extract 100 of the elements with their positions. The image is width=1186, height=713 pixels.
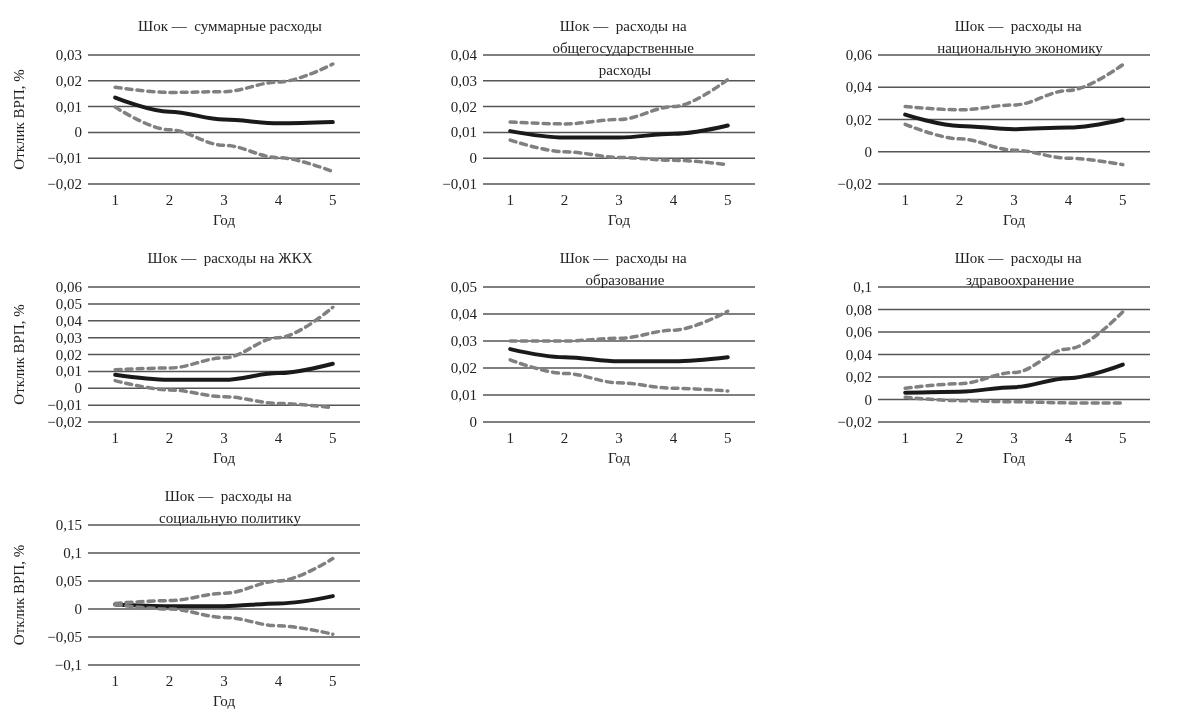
x-axis-title: Год xyxy=(1002,211,1026,228)
line-series xyxy=(113,594,335,609)
line-series xyxy=(903,112,1125,132)
y-tick-label: 0,04 xyxy=(450,47,478,63)
x-tick-label: 5 xyxy=(724,191,732,208)
y-tick-label: 0,02 xyxy=(845,111,872,128)
x-tick-label: 3 xyxy=(1010,429,1018,446)
y-tick-label: −0,05 xyxy=(47,629,82,645)
x-tick-label: 2 xyxy=(165,672,174,689)
y-tick-label: 0 xyxy=(469,150,477,167)
x-tick-label: 3 xyxy=(220,672,228,689)
x-axis-title: Год xyxy=(212,211,236,228)
y-tick-label: −0,01 xyxy=(442,176,477,192)
x-tick-label: 5 xyxy=(1119,191,1127,208)
x-tick-label: 2 xyxy=(955,429,964,446)
y-tick-label: 0,03 xyxy=(55,329,82,346)
y-tick-label: 0,02 xyxy=(450,360,477,376)
y-tick-label: 0,03 xyxy=(450,333,477,349)
line-series xyxy=(508,358,730,393)
x-tick-label: 2 xyxy=(165,429,174,446)
x-tick-label: 2 xyxy=(955,191,964,208)
y-tick-label: −0,01 xyxy=(47,150,82,167)
y-tick-label: 0,1 xyxy=(63,545,82,561)
y-tick-label: −0,02 xyxy=(837,176,872,192)
x-tick-label: 1 xyxy=(111,429,119,446)
y-tick-label: −0,01 xyxy=(47,397,82,414)
line-series xyxy=(113,361,335,382)
y-tick-label: 0 xyxy=(74,124,82,141)
chart-title: Шок — расходы на ЖКХ xyxy=(147,250,313,266)
line-series xyxy=(113,95,335,126)
x-tick-label: 1 xyxy=(901,429,909,446)
y-axis-title: Отклик ВРП, % xyxy=(10,544,27,646)
x-tick-label: 2 xyxy=(165,191,174,208)
x-axis-title: Год xyxy=(607,211,631,228)
y-axis-title: Отклик ВРП, % xyxy=(10,304,27,405)
chart-title: Шок — расходы на национальную экономику xyxy=(937,18,1104,56)
x-tick-label: 5 xyxy=(1119,429,1127,446)
y-tick-label: 0,03 xyxy=(450,72,477,89)
chart-title: Шок — расходы на образование xyxy=(559,250,691,288)
y-axis-title: Отклик ВРП, % xyxy=(10,69,27,170)
y-tick-label: 0 xyxy=(864,143,872,160)
x-tick-label: 5 xyxy=(724,429,732,446)
y-tick-label: 0,06 xyxy=(845,324,873,340)
x-tick-label: 3 xyxy=(615,429,623,446)
line-series xyxy=(903,362,1125,395)
line-series xyxy=(508,123,730,140)
x-axis-title: Год xyxy=(1002,449,1026,466)
x-tick-label: 4 xyxy=(1064,191,1073,208)
line-series xyxy=(508,77,730,126)
line-series xyxy=(113,105,335,174)
y-tick-label: 0 xyxy=(74,380,82,397)
y-tick-label: 0,1 xyxy=(853,279,872,295)
y-tick-label: 0,15 xyxy=(55,517,82,533)
x-tick-label: 1 xyxy=(111,672,119,689)
x-tick-label: 4 xyxy=(1064,429,1073,446)
chart-title: Шок — расходы на общегосударственные расходы xyxy=(552,18,698,78)
x-tick-label: 5 xyxy=(329,191,337,208)
y-tick-label: 0,02 xyxy=(845,369,872,385)
y-tick-label: 0,05 xyxy=(55,295,82,312)
y-tick-label: 0,01 xyxy=(55,363,82,380)
y-tick-label: −0,02 xyxy=(837,414,872,430)
y-tick-label: −0,02 xyxy=(47,176,82,192)
y-tick-label: 0 xyxy=(74,601,82,617)
x-tick-label: 4 xyxy=(274,672,283,689)
x-tick-label: 4 xyxy=(669,191,678,208)
x-tick-label: 3 xyxy=(615,191,623,208)
chart-title: Шок — суммарные расходы xyxy=(138,18,322,34)
y-tick-label: 0,01 xyxy=(450,124,477,141)
x-tick-label: 2 xyxy=(560,191,569,208)
y-tick-label: 0,08 xyxy=(845,301,872,318)
line-series xyxy=(903,62,1125,112)
y-tick-label: 0 xyxy=(469,414,477,430)
x-tick-label: 5 xyxy=(329,429,337,446)
y-tick-label: −0,1 xyxy=(54,657,82,673)
line-series xyxy=(113,305,335,372)
line-series xyxy=(903,122,1125,167)
line-series xyxy=(113,62,335,95)
y-tick-label: 0,04 xyxy=(450,306,478,322)
y-tick-label: 0,01 xyxy=(55,98,82,115)
y-tick-label: 0,01 xyxy=(450,387,477,403)
y-tick-label: 0,03 xyxy=(55,47,82,63)
y-tick-label: 0 xyxy=(864,391,872,408)
y-tick-label: 0,04 xyxy=(55,312,83,329)
y-tick-label: 0,06 xyxy=(55,279,83,295)
x-tick-label: 4 xyxy=(669,429,678,446)
x-tick-label: 3 xyxy=(220,429,228,446)
x-tick-label: 1 xyxy=(111,191,119,208)
line-series xyxy=(903,310,1125,390)
y-tick-label: 0,02 xyxy=(55,346,82,363)
chart-title: Шок — расходы на социальную политику xyxy=(159,488,302,526)
y-tick-label: 0,04 xyxy=(845,79,873,96)
y-tick-label: 0,02 xyxy=(55,72,82,89)
line-series xyxy=(508,309,730,343)
x-axis-title: Год xyxy=(212,692,236,709)
x-tick-label: 4 xyxy=(274,191,283,208)
y-tick-label: 0,05 xyxy=(55,573,82,589)
x-tick-label: 1 xyxy=(506,429,514,446)
x-axis-title: Год xyxy=(212,449,236,466)
x-tick-label: 2 xyxy=(560,429,569,446)
x-tick-label: 1 xyxy=(901,191,909,208)
